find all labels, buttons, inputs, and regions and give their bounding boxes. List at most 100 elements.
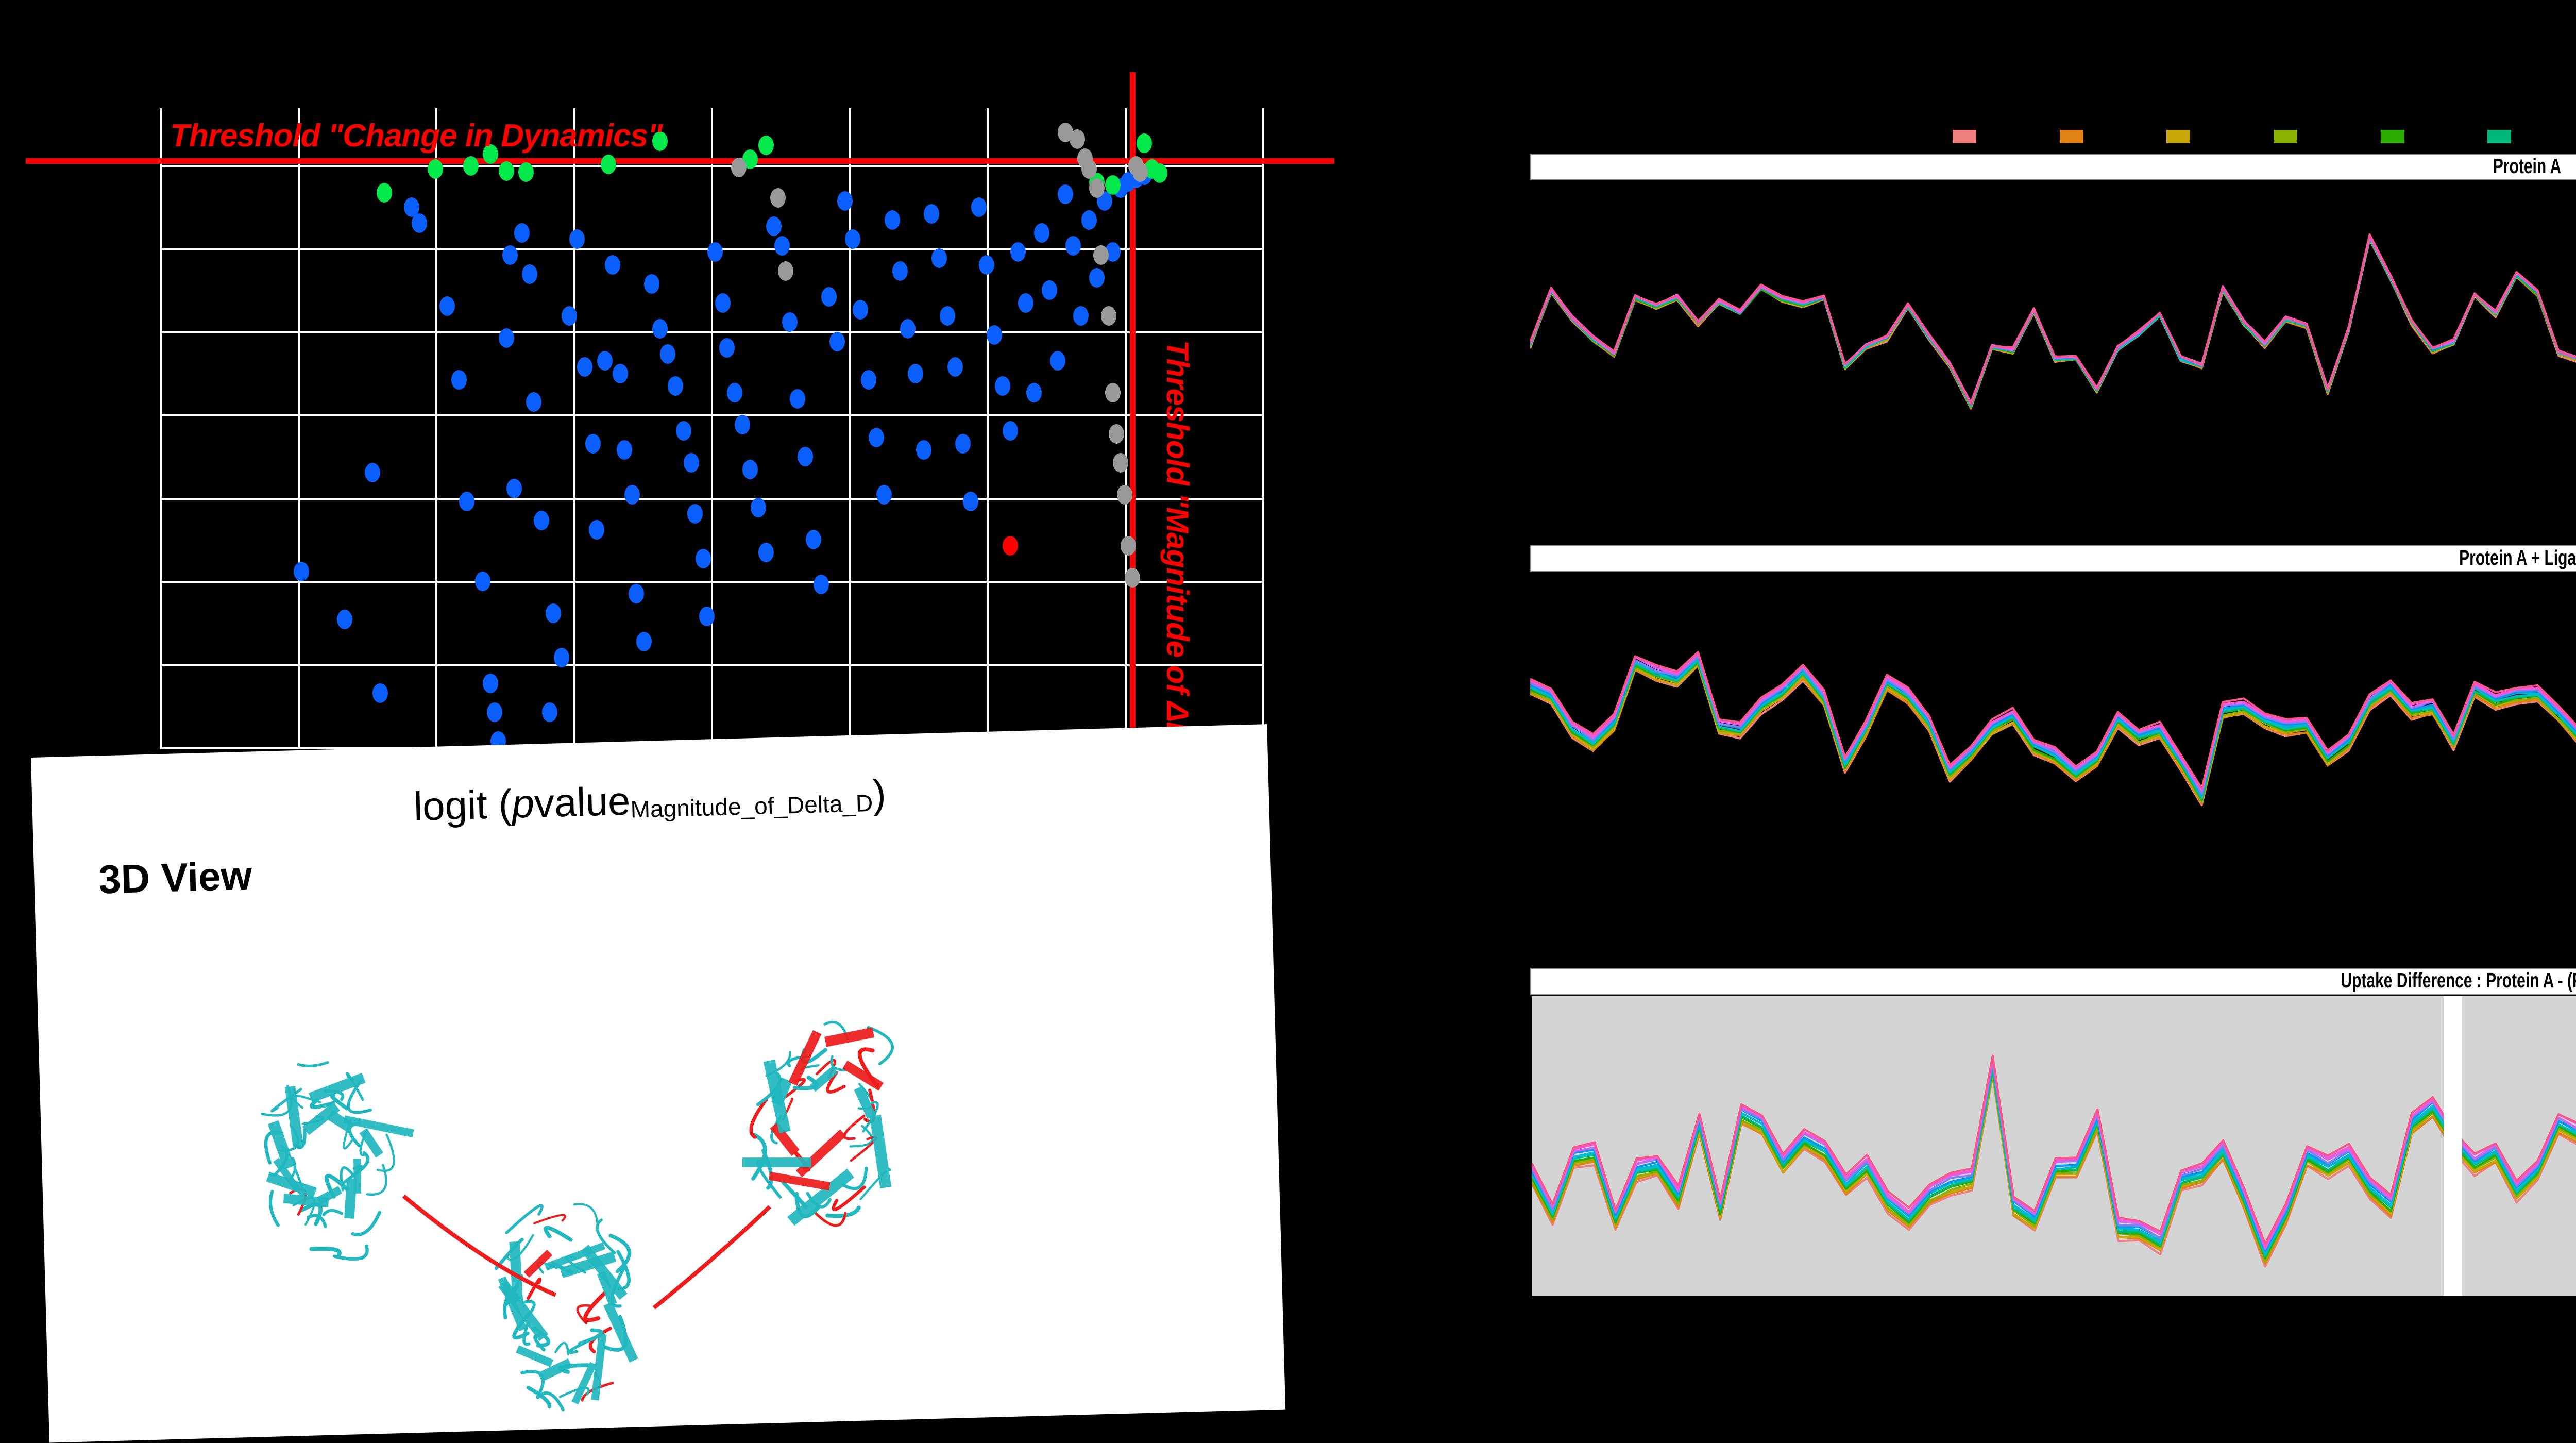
legend-color-swatch[interactable] — [2059, 130, 2083, 143]
scatter-point[interactable] — [1112, 453, 1128, 473]
3d-view-card[interactable]: logit (pvalueMagnitude_of_Delta_D) 3D Vi… — [31, 724, 1286, 1443]
scatter-point[interactable] — [687, 504, 703, 524]
scatter-point[interactable] — [628, 584, 644, 604]
scatter-point[interactable] — [1105, 382, 1121, 402]
scatter-point[interactable] — [428, 159, 443, 179]
plot-area-protein-a[interactable] — [1530, 180, 2576, 442]
scatter-point[interactable] — [1057, 184, 1073, 205]
scatter-point[interactable] — [522, 264, 538, 284]
legend-color-swatch[interactable] — [2380, 130, 2404, 143]
scatter-point[interactable] — [1069, 129, 1085, 149]
scatter-point[interactable] — [798, 446, 814, 466]
scatter-point[interactable] — [860, 370, 876, 390]
scatter-point[interactable] — [900, 318, 916, 339]
scatter-point[interactable] — [853, 299, 869, 320]
scatter-point[interactable] — [876, 485, 892, 505]
scatter-point[interactable] — [534, 510, 550, 530]
scatter-point[interactable] — [1089, 178, 1105, 198]
scatter-point[interactable] — [561, 306, 577, 326]
scatter-point[interactable] — [652, 318, 668, 339]
scatter-point[interactable] — [616, 440, 632, 460]
uptake-panel-difference[interactable]: Uptake Difference : Protein A - (Protein… — [1530, 968, 2576, 1298]
uptake-panel-protein-a[interactable]: Protein A — [1530, 154, 2576, 442]
scatter-point[interactable] — [869, 427, 884, 447]
scatter-point[interactable] — [585, 434, 601, 454]
scatter-point[interactable] — [707, 242, 723, 262]
scatter-point[interactable] — [451, 370, 467, 390]
scatter-point[interactable] — [778, 261, 794, 281]
scatter-point[interactable] — [486, 702, 502, 722]
scatter-point[interactable] — [601, 155, 617, 175]
scatter-point[interactable] — [758, 542, 774, 562]
scatter-point[interactable] — [526, 392, 542, 412]
scatter-point[interactable] — [675, 421, 691, 441]
scatter-point[interactable] — [498, 161, 514, 181]
scatter-point[interactable] — [1109, 424, 1125, 444]
scatter-point[interactable] — [719, 338, 735, 358]
legend-color-swatch[interactable] — [2166, 130, 2191, 143]
scatter-point[interactable] — [979, 255, 994, 275]
protein-ribbon-structure[interactable] — [190, 892, 1007, 1429]
scatter-point[interactable] — [659, 344, 675, 364]
scatter-point[interactable] — [546, 603, 562, 623]
scatter-point[interactable] — [1152, 163, 1168, 183]
scatter-point[interactable] — [1136, 133, 1152, 154]
scatter-point[interactable] — [412, 213, 428, 233]
scatter-point[interactable] — [1002, 421, 1018, 441]
scatter-point[interactable] — [1018, 293, 1034, 313]
scatter-point[interactable] — [884, 210, 900, 230]
scatter-point[interactable] — [376, 182, 392, 203]
scatter-point[interactable] — [668, 376, 684, 396]
scatter-point[interactable] — [459, 491, 475, 511]
timepoint-legend[interactable] — [1932, 124, 2576, 149]
scatter-point[interactable] — [916, 440, 931, 460]
scatter-point[interactable] — [971, 197, 987, 217]
scatter-point[interactable] — [652, 131, 668, 152]
scatter-point[interactable] — [790, 389, 806, 409]
scatter-point[interactable] — [577, 357, 593, 377]
scatter-point[interactable] — [502, 245, 518, 265]
scatter-point[interactable] — [1081, 159, 1097, 179]
scatter-point[interactable] — [604, 255, 620, 275]
scatter-point[interactable] — [750, 498, 766, 517]
scatter-point[interactable] — [742, 459, 758, 479]
scatter-point[interactable] — [892, 261, 908, 281]
scatter-point[interactable] — [1093, 245, 1109, 265]
scatter-point[interactable] — [483, 674, 498, 693]
scatter-point[interactable] — [624, 485, 640, 505]
scatter-point[interactable] — [963, 491, 979, 511]
scatter-point[interactable] — [483, 144, 498, 164]
scatter-plot-canvas[interactable] — [26, 72, 1334, 796]
scatter-point[interactable] — [758, 135, 774, 155]
scatter-point[interactable] — [1002, 536, 1018, 556]
scatter-point[interactable] — [695, 549, 711, 569]
plot-area-difference[interactable] — [1530, 995, 2576, 1298]
scatter-point[interactable] — [766, 216, 782, 237]
scatter-point[interactable] — [837, 191, 853, 211]
scatter-point[interactable] — [553, 648, 569, 668]
scatter-point[interactable] — [821, 287, 837, 307]
scatter-point[interactable] — [337, 610, 353, 629]
scatter-point[interactable] — [1065, 236, 1081, 256]
scatter-point[interactable] — [1100, 306, 1116, 326]
scatter-point[interactable] — [735, 414, 751, 434]
scatter-point[interactable] — [294, 562, 310, 581]
scatter-point[interactable] — [569, 229, 585, 249]
scatter-point[interactable] — [372, 683, 388, 703]
scatter-point[interactable] — [715, 293, 731, 313]
scatter-point[interactable] — [613, 363, 629, 383]
scatter-point[interactable] — [498, 328, 514, 348]
scatter-point[interactable] — [829, 331, 845, 351]
scatter-point[interactable] — [518, 162, 534, 182]
scatter-point[interactable] — [644, 274, 660, 294]
scatter-point[interactable] — [931, 248, 947, 269]
scatter-point[interactable] — [1105, 175, 1121, 195]
scatter-point[interactable] — [987, 325, 1003, 345]
scatter-point[interactable] — [1121, 536, 1137, 556]
scatter-point[interactable] — [364, 462, 380, 482]
scatter-point[interactable] — [782, 312, 798, 332]
scatter-point[interactable] — [1010, 242, 1026, 262]
scatter-point[interactable] — [1034, 223, 1049, 243]
scatter-point[interactable] — [463, 156, 479, 176]
scatter-point[interactable] — [774, 236, 790, 256]
